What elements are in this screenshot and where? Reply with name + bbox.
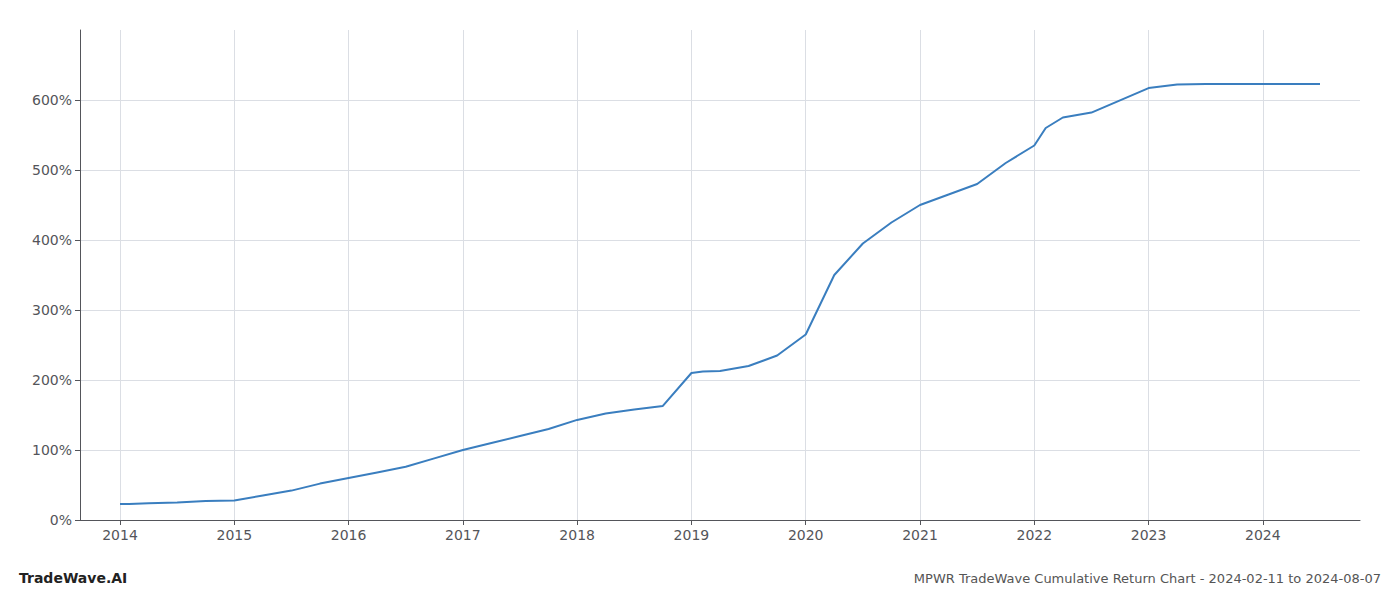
svg-text:2021: 2021: [902, 527, 938, 543]
svg-text:0%: 0%: [50, 512, 72, 528]
svg-text:2024: 2024: [1245, 527, 1281, 543]
svg-text:2015: 2015: [216, 527, 252, 543]
svg-text:300%: 300%: [32, 302, 72, 318]
svg-text:100%: 100%: [32, 442, 72, 458]
svg-text:600%: 600%: [32, 92, 72, 108]
svg-text:2018: 2018: [559, 527, 595, 543]
svg-text:2022: 2022: [1016, 527, 1052, 543]
svg-text:2023: 2023: [1131, 527, 1167, 543]
svg-text:200%: 200%: [32, 372, 72, 388]
svg-text:MPWR TradeWave Cumulative Retu: MPWR TradeWave Cumulative Return Chart -…: [914, 571, 1381, 586]
svg-text:2019: 2019: [674, 527, 710, 543]
svg-text:2017: 2017: [445, 527, 481, 543]
svg-text:500%: 500%: [32, 162, 72, 178]
svg-text:2014: 2014: [102, 527, 138, 543]
svg-text:TradeWave.AI: TradeWave.AI: [19, 570, 127, 586]
svg-text:2016: 2016: [331, 527, 367, 543]
svg-text:400%: 400%: [32, 232, 72, 248]
svg-text:2020: 2020: [788, 527, 824, 543]
